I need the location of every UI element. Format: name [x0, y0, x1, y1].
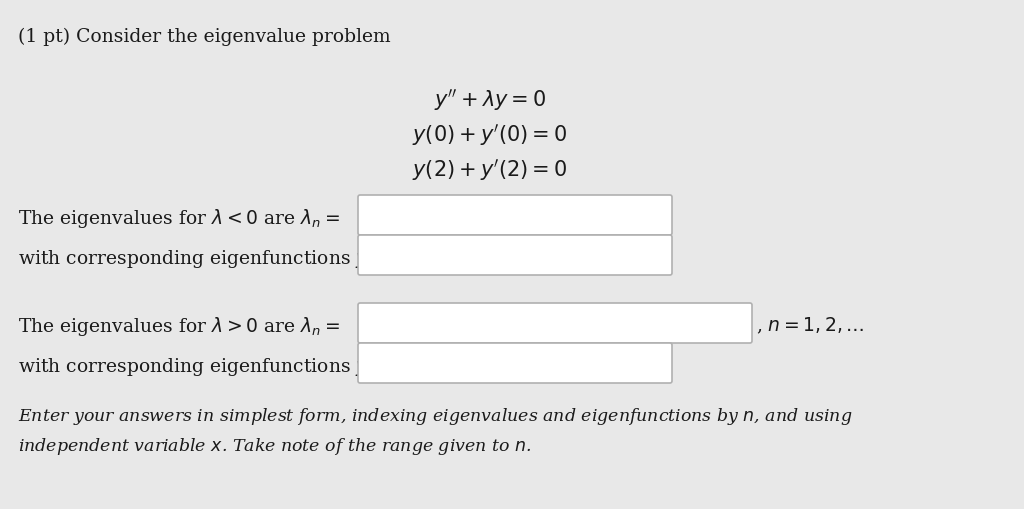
Text: (1 pt) Consider the eigenvalue problem: (1 pt) Consider the eigenvalue problem	[18, 28, 390, 46]
Text: The eigenvalues for $\lambda > 0$ are $\lambda_n =$: The eigenvalues for $\lambda > 0$ are $\…	[18, 314, 340, 337]
Text: , $n = 1, 2, \ldots$: , $n = 1, 2, \ldots$	[756, 315, 864, 335]
FancyBboxPatch shape	[358, 303, 752, 344]
Text: with corresponding eigenfunctions $y_n(x) =$: with corresponding eigenfunctions $y_n(x…	[18, 246, 421, 269]
Text: The eigenvalues for $\lambda < 0$ are $\lambda_n =$: The eigenvalues for $\lambda < 0$ are $\…	[18, 206, 340, 229]
FancyBboxPatch shape	[358, 344, 672, 383]
Text: Enter your answers in simplest form, indexing eigenvalues and eigenfunctions by : Enter your answers in simplest form, ind…	[18, 405, 852, 426]
Text: $y(0) + y'(0) = 0$: $y(0) + y'(0) = 0$	[413, 122, 567, 148]
Text: $y'' + \lambda y = 0$: $y'' + \lambda y = 0$	[434, 87, 546, 113]
Text: with corresponding eigenfunctions $y_n(x) =$: with corresponding eigenfunctions $y_n(x…	[18, 354, 421, 377]
Text: independent variable $x$. Take note of the range given to $n$.: independent variable $x$. Take note of t…	[18, 435, 531, 456]
FancyBboxPatch shape	[358, 195, 672, 236]
FancyBboxPatch shape	[358, 236, 672, 275]
Text: $y(2) + y'(2) = 0$: $y(2) + y'(2) = 0$	[413, 157, 567, 183]
